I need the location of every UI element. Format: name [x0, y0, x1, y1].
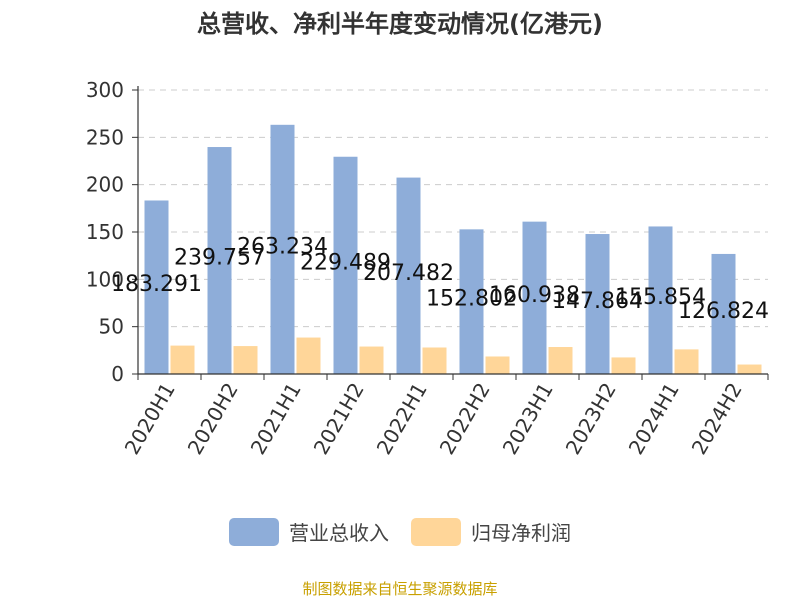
- x-tick-label: 2020H2: [183, 379, 243, 459]
- x-tick-label: 2024H2: [687, 379, 747, 459]
- legend-item-revenue[interactable]: 营业总收入: [229, 517, 389, 546]
- data-label-revenue: 126.824: [678, 299, 769, 324]
- source-note: 制图数据来自恒生聚源数据库: [302, 580, 498, 598]
- y-tick-label: 100: [86, 267, 124, 291]
- bar-revenue[interactable]: [207, 147, 232, 374]
- bar-net-profit[interactable]: [611, 357, 636, 374]
- bar-net-profit[interactable]: [296, 337, 321, 374]
- bar-net-profit[interactable]: [170, 345, 195, 374]
- legend-label-net-profit: 归母净利润: [471, 521, 571, 545]
- y-tick-labels: 0 50 100 150 200 250 300: [86, 78, 124, 386]
- bar-net-profit[interactable]: [485, 356, 510, 374]
- axes: [132, 86, 769, 380]
- bar-revenue[interactable]: [522, 221, 547, 374]
- data-label-revenue: 239.757: [174, 246, 265, 271]
- x-tick-label: 2021H2: [309, 379, 369, 459]
- y-tick-label: 250: [86, 125, 124, 149]
- data-label-revenue: 147.864: [552, 289, 643, 314]
- bars: [144, 124, 762, 374]
- bar-net-profit[interactable]: [359, 346, 384, 374]
- bar-revenue[interactable]: [585, 234, 610, 374]
- y-tick-label: 300: [86, 78, 124, 102]
- data-labels: 183.291239.757263.234229.489207.482152.8…: [111, 234, 769, 324]
- x-tick-label: 2022H1: [372, 379, 432, 459]
- data-label-revenue: 183.291: [111, 272, 202, 297]
- legend-swatch-net-profit: [411, 517, 461, 546]
- x-tick-label: 2023H1: [498, 379, 558, 459]
- x-tick-label: 2023H2: [561, 379, 621, 459]
- y-tick-label: 200: [86, 173, 124, 197]
- grid-lines: [138, 89, 768, 328]
- legend: 营业总收入 归母净利润: [0, 517, 800, 546]
- bar-net-profit[interactable]: [233, 346, 258, 374]
- x-tick-label: 2021H1: [246, 379, 306, 459]
- y-tick-label: 50: [99, 315, 124, 339]
- bar-revenue[interactable]: [711, 253, 736, 374]
- bar-net-profit[interactable]: [548, 347, 573, 374]
- bar-net-profit[interactable]: [422, 347, 447, 374]
- legend-item-net-profit[interactable]: 归母净利润: [411, 517, 571, 546]
- bar-revenue[interactable]: [144, 200, 169, 374]
- bar-net-profit[interactable]: [737, 364, 762, 374]
- x-tick-label: 2022H2: [435, 379, 495, 459]
- x-tick-label: 2020H1: [120, 379, 180, 459]
- legend-swatch-revenue: [229, 517, 279, 546]
- x-tick-label: 2024H1: [624, 379, 684, 459]
- data-label-revenue: 229.489: [300, 250, 391, 275]
- bar-revenue[interactable]: [459, 229, 484, 374]
- chart-title: 总营收、净利半年度变动情况(亿港元): [197, 10, 603, 38]
- y-tick-label: 0: [111, 362, 124, 386]
- data-label-revenue: 207.482: [363, 261, 454, 286]
- data-label-revenue: 152.802: [426, 287, 517, 312]
- bar-revenue[interactable]: [648, 226, 673, 374]
- data-label-revenue: 160.938: [489, 283, 580, 308]
- bar-revenue[interactable]: [333, 156, 358, 374]
- y-tick-label: 150: [86, 220, 124, 244]
- bar-net-profit[interactable]: [674, 349, 699, 374]
- data-label-revenue: 155.854: [615, 285, 706, 310]
- legend-label-revenue: 营业总收入: [289, 521, 389, 545]
- bar-revenue[interactable]: [396, 177, 421, 374]
- x-tick-labels: 2020H1 2020H2 2021H1 2021H2 2022H1 2022H2 2023…: [120, 379, 747, 459]
- bar-revenue[interactable]: [270, 124, 295, 374]
- data-label-revenue: 263.234: [237, 234, 328, 259]
